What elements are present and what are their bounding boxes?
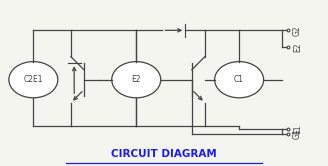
Ellipse shape — [9, 62, 58, 98]
Text: G2: G2 — [293, 25, 302, 36]
Text: E2: E2 — [132, 75, 141, 84]
Text: G1: G1 — [293, 129, 302, 139]
Ellipse shape — [112, 62, 161, 98]
Text: C1: C1 — [234, 75, 244, 84]
Ellipse shape — [215, 62, 264, 98]
Text: E1: E1 — [293, 124, 302, 134]
Text: C2E1: C2E1 — [24, 75, 43, 84]
Text: E2: E2 — [293, 42, 302, 51]
Text: CIRCUIT DIAGRAM: CIRCUIT DIAGRAM — [111, 149, 217, 159]
